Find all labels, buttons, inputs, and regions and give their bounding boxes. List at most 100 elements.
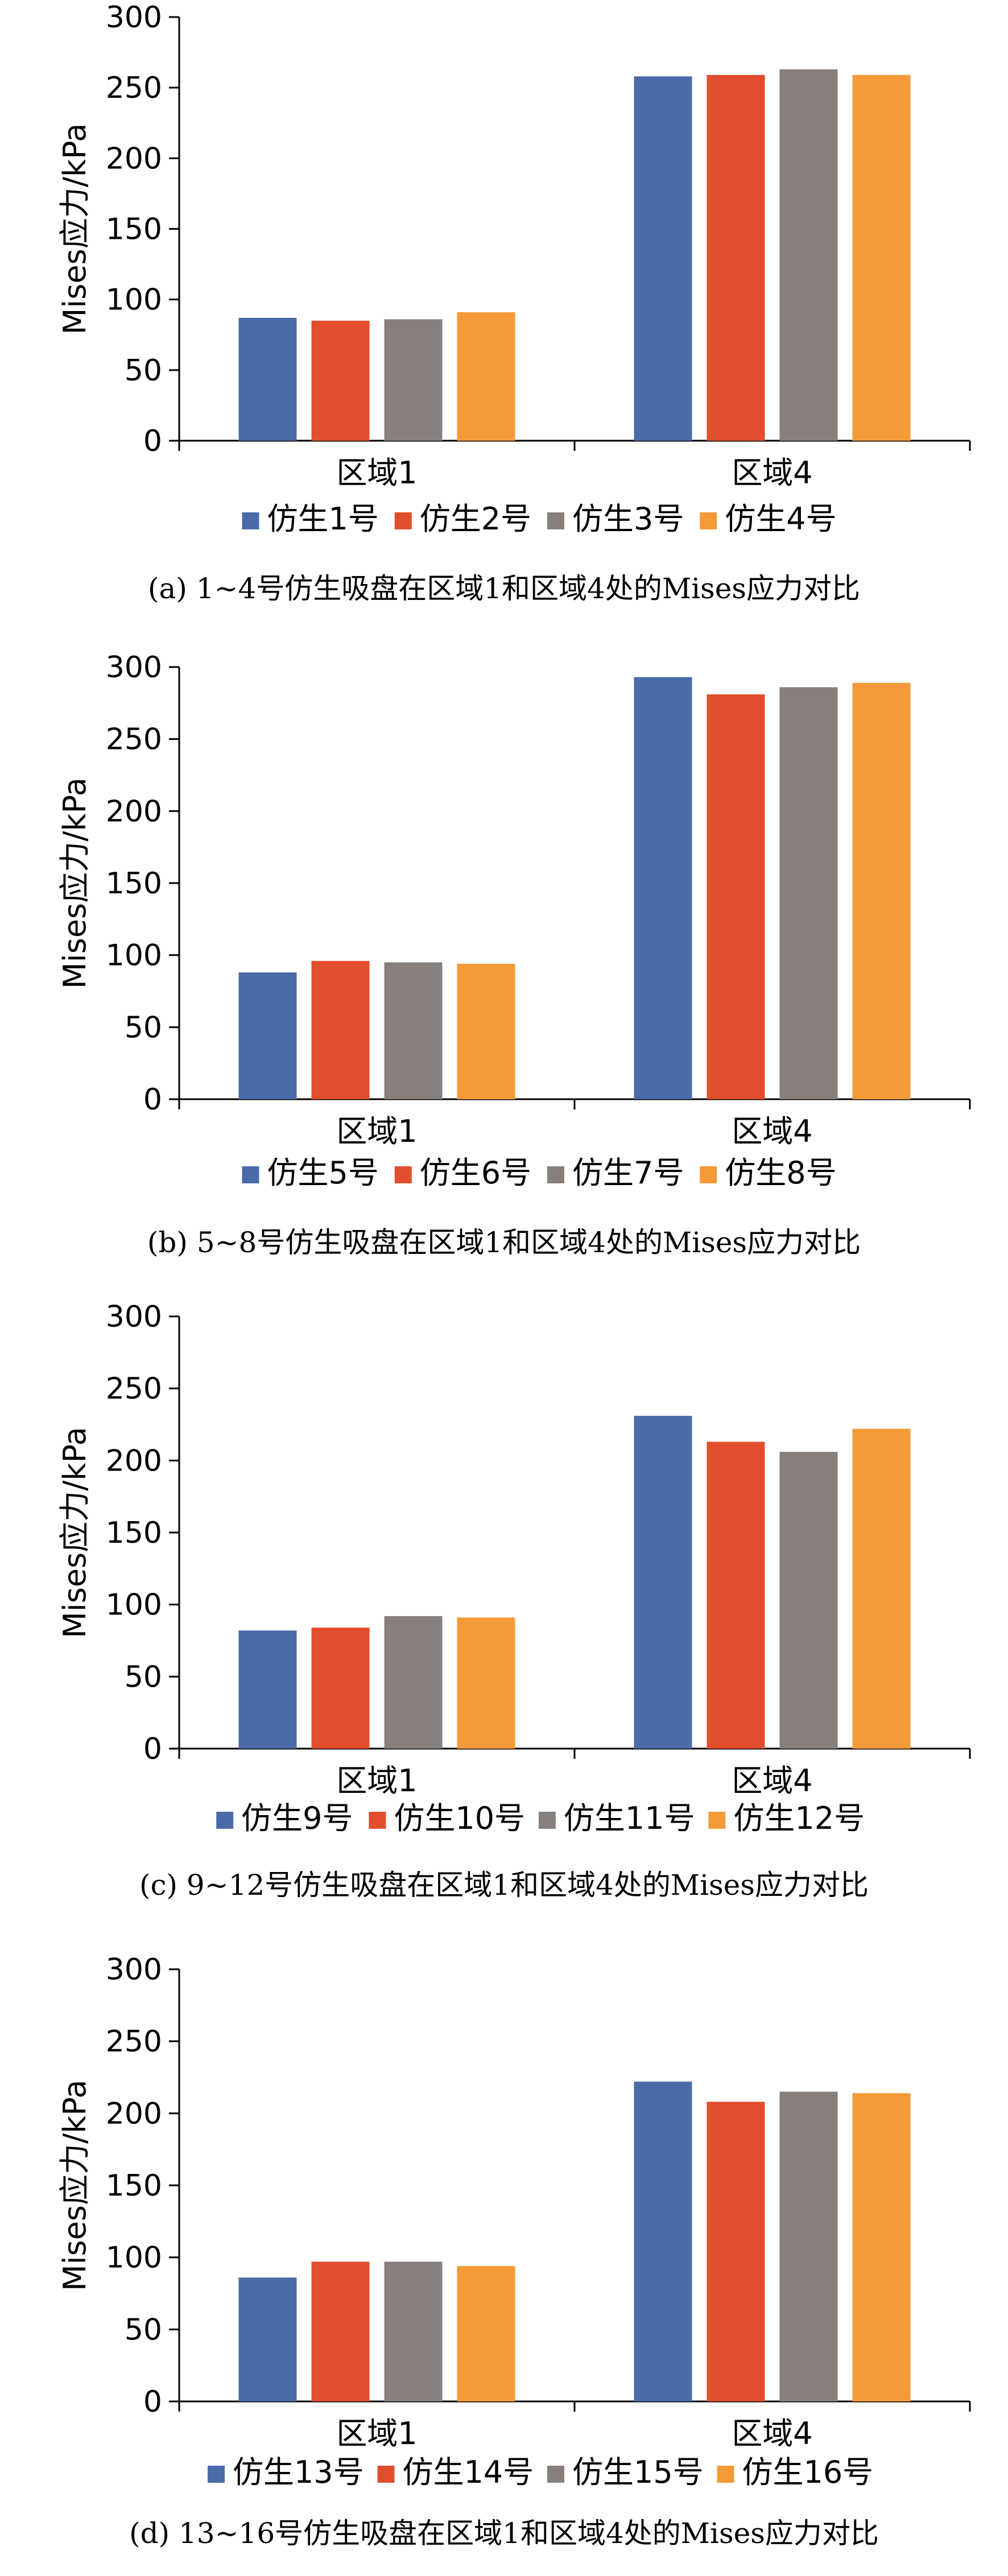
chart-panel-b: 0 50 100 150 200 250 300 Mises应力/kPa 区域1 区域4 仿生5号 仿… — [0, 645, 1008, 1294]
y-tick-label: 300 — [106, 1, 162, 35]
legend-label: 仿生7号 — [572, 1155, 684, 1191]
y-tick-label: 0 — [143, 1732, 162, 1766]
chart-caption-c: (c) 9~12号仿生吸盘在区域1和区域4处的Mises应力对比 — [139, 1869, 869, 1902]
legend-swatch — [538, 1812, 556, 1829]
bar — [852, 2093, 911, 2401]
legend-label: 仿生6号 — [420, 1155, 531, 1191]
bar — [852, 1428, 911, 1749]
legend-swatch — [208, 2466, 225, 2483]
bar-chart-a: 0 50 100 150 200 250 300 Mises应力/kPa 区域1 区域4 仿生1号 仿… — [57, 1, 971, 537]
legend-swatch — [369, 1812, 386, 1829]
legend-swatch — [377, 2466, 395, 2483]
legend-label: 仿生8号 — [725, 1155, 836, 1191]
legend-label: 仿生4号 — [725, 501, 836, 537]
legend-label: 仿生13号 — [233, 2454, 364, 2490]
chart-caption-a: (a) 1~4号仿生吸盘在区域1和区域4处的Mises应力对比 — [148, 572, 860, 605]
y-tick-label: 50 — [125, 2313, 162, 2347]
legend-label: 仿生1号 — [267, 501, 379, 537]
x-category-label: 区域4 — [732, 455, 812, 491]
bar — [384, 319, 443, 441]
y-tick-label: 100 — [106, 283, 162, 317]
bar — [457, 2266, 515, 2401]
bar-chart-d: 0 50 100 150 200 250 300 Mises应力/kPa 区域1 区域4 仿生13号… — [57, 1953, 971, 2490]
bar — [238, 1630, 297, 1749]
bar — [634, 677, 692, 1099]
legend-label: 仿生14号 — [403, 2454, 534, 2490]
legend-swatch — [216, 1812, 234, 1829]
y-tick-label: 50 — [125, 1010, 162, 1045]
y-tick-label: 200 — [106, 142, 162, 176]
y-tick-label: 200 — [106, 794, 162, 829]
bar — [779, 687, 838, 1099]
x-category-label: 区域1 — [336, 1763, 417, 1799]
bar — [707, 1442, 765, 1749]
chart-panel-a: 0 50 100 150 200 250 300 Mises应力/kPa 区域1 区域4 仿生1号 仿… — [0, 0, 1008, 637]
bar — [779, 69, 838, 441]
bar — [634, 76, 692, 441]
legend-swatch — [547, 2466, 564, 2483]
y-tick-label: 300 — [106, 1300, 162, 1334]
y-tick-label: 200 — [106, 2097, 162, 2131]
y-tick-label: 0 — [143, 424, 162, 458]
legend-swatch — [700, 512, 717, 529]
bar — [311, 1627, 370, 1749]
bar — [238, 972, 297, 1099]
y-tick-label: 0 — [143, 1083, 162, 1117]
legend-label: 仿生12号 — [733, 1800, 865, 1836]
bar — [707, 74, 765, 441]
legend-swatch — [547, 1166, 564, 1183]
bar — [238, 2277, 297, 2401]
bar — [457, 312, 515, 441]
legend-label: 仿生11号 — [564, 1800, 695, 1836]
bar — [779, 2092, 838, 2401]
y-tick-label: 300 — [106, 1953, 162, 1987]
legend-label: 仿生5号 — [267, 1155, 379, 1191]
bar — [852, 74, 911, 441]
x-category-label: 区域1 — [336, 2416, 417, 2451]
x-category-label: 区域4 — [732, 2416, 812, 2451]
y-tick-label: 250 — [106, 1372, 162, 1406]
x-category-label: 区域1 — [336, 455, 417, 491]
bar — [311, 960, 370, 1099]
bar — [384, 1616, 443, 1749]
legend-swatch — [700, 1166, 717, 1183]
y-tick-label: 50 — [125, 1660, 162, 1694]
bar — [457, 963, 515, 1099]
bar — [707, 694, 765, 1099]
y-axis-label: Mises应力/kPa — [57, 123, 93, 335]
y-tick-label: 300 — [106, 651, 162, 685]
legend-swatch — [394, 1166, 412, 1183]
bar-chart-c: 0 50 100 150 200 250 300 Mises应力/kPa 区域1 区域4 仿生9号 仿… — [57, 1300, 971, 1836]
y-tick-label: 150 — [106, 867, 162, 901]
legend-label: 仿生10号 — [394, 1800, 525, 1836]
y-tick-label: 250 — [106, 2025, 162, 2059]
x-category-label: 区域4 — [732, 1113, 812, 1149]
legend-swatch — [708, 1812, 726, 1829]
bar — [634, 2081, 692, 2401]
legend-label: 仿生3号 — [572, 501, 684, 537]
bar — [384, 2262, 443, 2401]
bar — [311, 320, 370, 441]
y-tick-label: 150 — [106, 213, 162, 247]
x-category-label: 区域4 — [732, 1763, 812, 1799]
y-tick-label: 100 — [106, 2241, 162, 2275]
bar-chart-b: 0 50 100 150 200 250 300 Mises应力/kPa 区域1 区域4 仿生5号 仿… — [57, 651, 971, 1191]
chart-panel-c: 0 50 100 150 200 250 300 Mises应力/kPa 区域1 区域4 仿生9号 仿… — [0, 1294, 1008, 1942]
bar — [634, 1415, 692, 1749]
y-tick-label: 0 — [143, 2385, 162, 2419]
legend-swatch — [547, 512, 564, 529]
legend-label: 仿生15号 — [572, 2454, 704, 2490]
bar — [852, 682, 911, 1099]
y-axis-label: Mises应力/kPa — [57, 1427, 93, 1638]
bar — [311, 2262, 370, 2401]
x-category-label: 区域1 — [336, 1113, 417, 1149]
y-axis-label: Mises应力/kPa — [57, 2080, 93, 2291]
chart-panel-d: 0 50 100 150 200 250 300 Mises应力/kPa 区域1 区域4 仿生13号… — [0, 1942, 1008, 2576]
y-tick-label: 100 — [106, 939, 162, 973]
y-tick-label: 250 — [106, 723, 162, 757]
y-axis-label: Mises应力/kPa — [57, 777, 93, 989]
legend-label: 仿生2号 — [420, 501, 531, 537]
y-tick-label: 50 — [125, 354, 162, 388]
y-tick-label: 100 — [106, 1588, 162, 1622]
bar — [384, 962, 443, 1099]
